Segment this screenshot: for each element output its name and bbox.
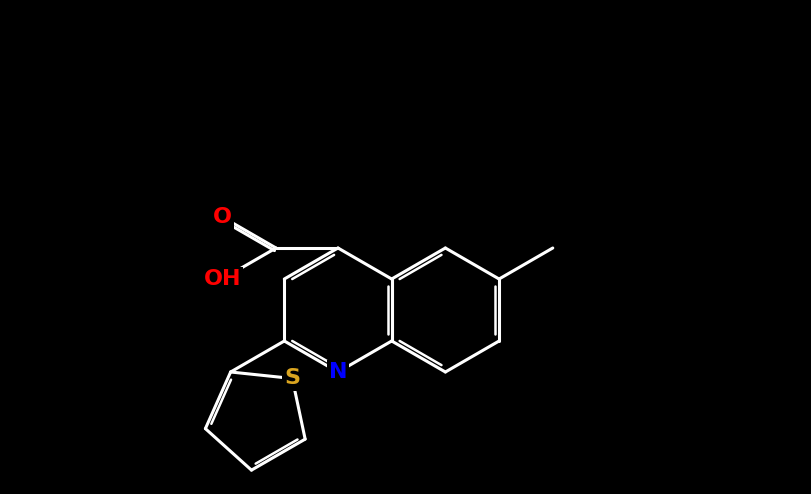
Text: OH: OH xyxy=(204,269,241,289)
Text: N: N xyxy=(328,362,347,382)
Text: O: O xyxy=(212,207,232,227)
Text: S: S xyxy=(285,369,300,388)
